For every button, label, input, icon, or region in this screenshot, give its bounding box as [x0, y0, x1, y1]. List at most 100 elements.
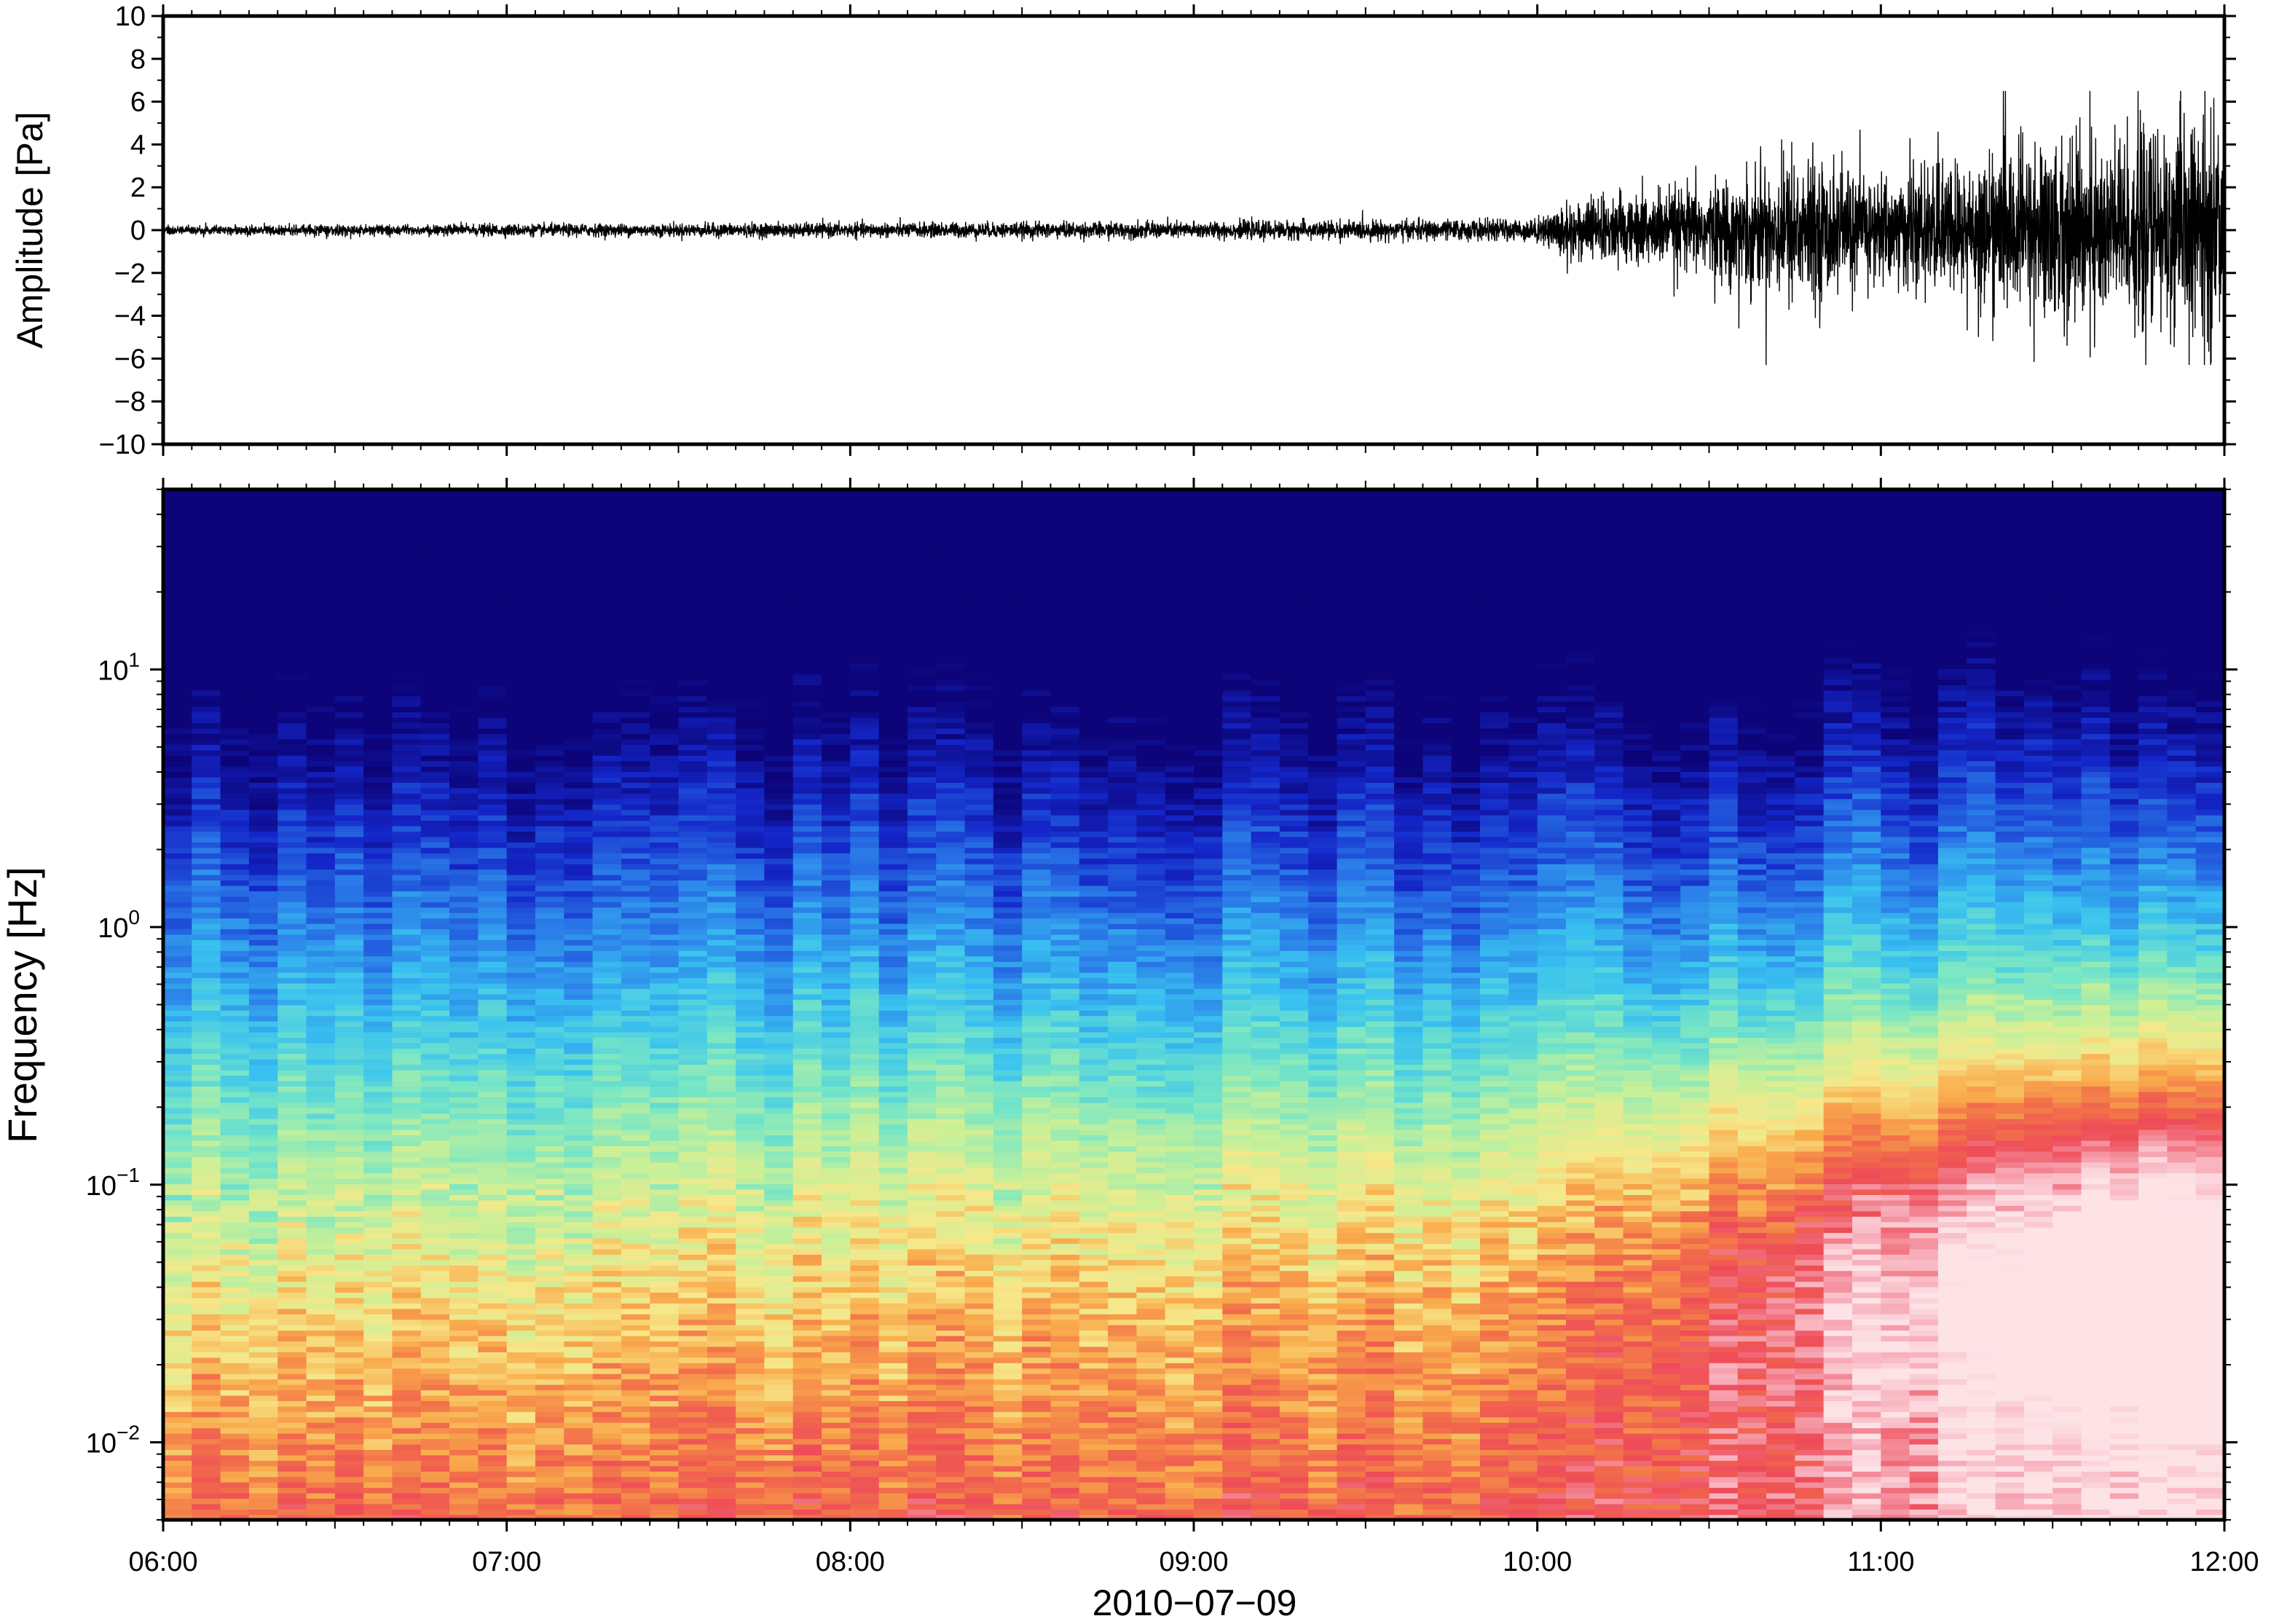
spectrogram-cell: [850, 489, 880, 496]
spectrogram-cell: [248, 1151, 279, 1157]
spectrogram-cell: [764, 939, 794, 946]
spectrogram-cell: [506, 1102, 536, 1108]
spectrogram-cell: [506, 814, 536, 821]
spectrogram-cell: [478, 836, 508, 843]
spectrogram-cell: [334, 863, 364, 870]
spectrogram-cell: [822, 787, 851, 794]
spectrogram-cell: [535, 1248, 565, 1255]
spectrogram-cell: [449, 1162, 479, 1168]
spectrogram-cell: [792, 1319, 822, 1325]
spectrogram-cell: [392, 1183, 422, 1190]
spectrogram-cell: [707, 1215, 736, 1223]
spectrogram-cell: [334, 945, 364, 951]
spectrogram-cell: [822, 842, 851, 848]
spectrogram-cell: [650, 581, 680, 588]
spectrogram-cell: [392, 961, 422, 968]
spectrogram-cell: [736, 625, 765, 631]
spectrogram-cell: [334, 722, 364, 729]
spectrogram-cell: [363, 912, 393, 919]
spectrogram-cell: [564, 1481, 594, 1489]
spectrogram-cell: [707, 1416, 736, 1423]
spectrogram-cell: [363, 929, 393, 935]
spectrogram-cell: [449, 511, 479, 518]
spectrogram-cell: [792, 1379, 822, 1385]
spectrogram-cell: [248, 782, 279, 789]
spectrogram-cell: [278, 918, 307, 924]
spectrogram-cell: [420, 1411, 450, 1418]
spectrogram-cell: [678, 636, 708, 642]
spectrogram-cell: [449, 1422, 479, 1429]
spectrogram-cell: [334, 1509, 364, 1515]
spectrogram-cell: [736, 798, 765, 805]
spectrogram-cell: [535, 1189, 565, 1195]
spectrogram-cell: [220, 1270, 250, 1277]
spectrogram-cell: [678, 614, 708, 620]
spectrogram-cell: [449, 1226, 479, 1234]
spectrogram-cell: [764, 1476, 794, 1483]
spectrogram-cell: [392, 597, 422, 604]
spectrogram-cell: [764, 1135, 794, 1141]
spectrogram-cell: [220, 657, 250, 664]
spectrogram-cell: [163, 1237, 193, 1244]
spectrogram-cell: [163, 1297, 193, 1304]
spectrogram-cell: [650, 587, 680, 594]
spectrogram-cell: [363, 1037, 393, 1044]
waveform-y-tick-label: −10: [99, 430, 146, 460]
spectrogram-cell: [220, 902, 250, 908]
spectrogram-cell: [306, 934, 336, 940]
spectrogram-cell: [535, 1292, 565, 1298]
spectrogram-cell: [678, 1319, 708, 1325]
spectrogram-cell: [736, 1069, 765, 1076]
spectrogram-cell: [878, 1492, 908, 1499]
spectrogram-cell: [678, 1075, 708, 1081]
spectrogram-cell: [650, 1498, 680, 1505]
spectrogram-cell: [678, 1357, 708, 1363]
spectrogram-cell: [192, 1411, 221, 1418]
spectrogram-cell: [564, 1406, 594, 1412]
spectrogram-cell: [420, 733, 450, 740]
spectrogram-cell: [420, 1248, 450, 1255]
spectrogram-cell: [449, 955, 479, 962]
spectrogram-cell: [306, 603, 336, 610]
spectrogram-cell: [764, 999, 794, 1006]
spectrogram-cell: [420, 597, 450, 604]
spectrogram-cell: [306, 1097, 336, 1103]
spectrogram-cell: [192, 1162, 221, 1168]
spectrogram-cell: [621, 1167, 650, 1174]
spectrogram-cell: [621, 733, 650, 740]
spectrogram-cell: [248, 1183, 279, 1190]
spectrogram-cell: [764, 1416, 794, 1423]
spectrogram-cell: [822, 1058, 851, 1065]
spectrogram-cell: [850, 1069, 880, 1076]
spectrogram-cell: [650, 842, 680, 848]
spectrogram-cell: [736, 657, 765, 664]
spectrogram-cell: [306, 1335, 336, 1342]
spectrogram-cell: [564, 744, 594, 751]
spectrogram-cell: [248, 1069, 279, 1076]
spectrogram-cell: [678, 1308, 708, 1314]
spectrogram-cell: [564, 1341, 594, 1347]
spectrogram-cell: [506, 1281, 536, 1288]
spectrogram-cell: [792, 1178, 822, 1185]
spectrogram-cell: [792, 674, 822, 680]
spectrogram-cell: [506, 630, 536, 636]
spectrogram-cell: [592, 592, 622, 599]
spectrogram-cell: [564, 1199, 594, 1206]
spectrogram-cell: [220, 1091, 250, 1097]
spectrogram-cell: [650, 1384, 680, 1391]
spectrogram-cell: [192, 1102, 221, 1108]
spectrogram-cell: [363, 706, 393, 713]
spectrogram-cell: [449, 1346, 479, 1352]
spectrogram-cell: [220, 1341, 250, 1347]
spectrogram-cell: [850, 858, 880, 864]
spectrogram-cell: [650, 1341, 680, 1347]
spectrogram-cell: [192, 1178, 221, 1185]
spectrogram-cell: [306, 652, 336, 658]
spectrogram-cell: [334, 614, 364, 620]
spectrogram-cell: [850, 619, 880, 626]
spectrogram-cell: [878, 1422, 908, 1429]
spectrogram-cell: [650, 793, 680, 800]
spectrogram-cell: [764, 1156, 794, 1163]
spectrogram-cell: [363, 754, 393, 762]
spectrogram-cell: [650, 1514, 680, 1521]
